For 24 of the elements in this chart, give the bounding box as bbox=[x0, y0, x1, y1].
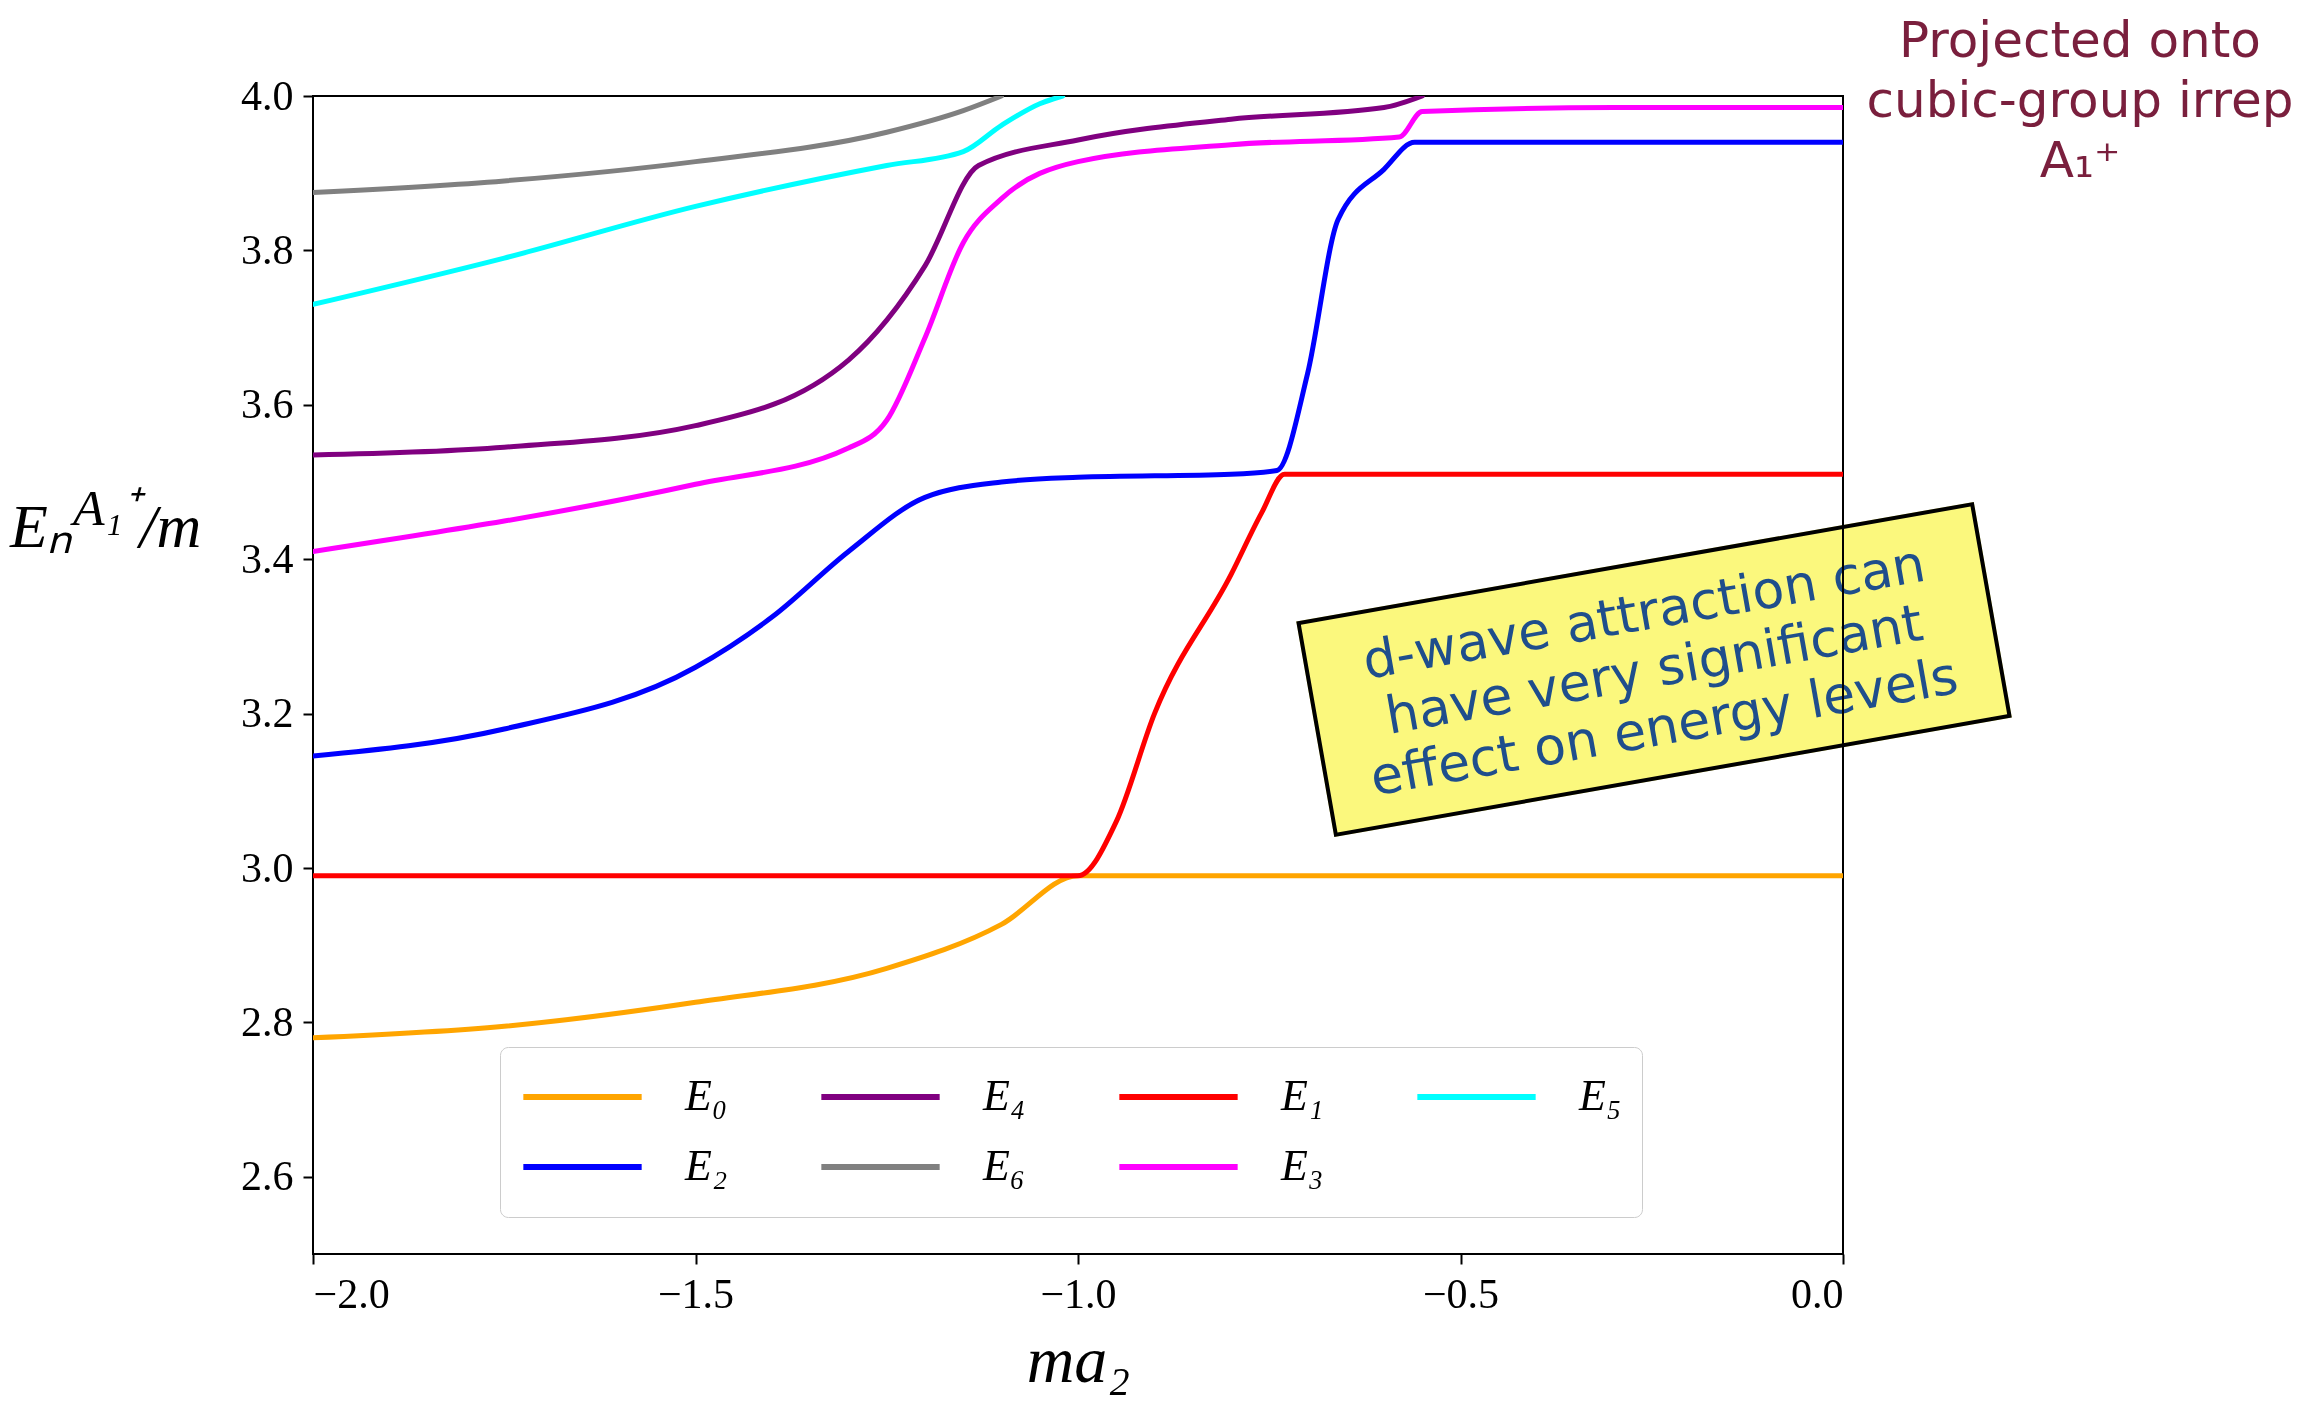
annotation: d-wave attraction can have very significant effect on energy levels bbox=[1296, 501, 2012, 837]
x-tick-label: −1.5 bbox=[657, 1270, 735, 1317]
legend-label: E₀ bbox=[684, 1071, 728, 1120]
x-tick-label: −2.0 bbox=[313, 1270, 390, 1317]
legend-label: E₅ bbox=[1578, 1071, 1622, 1120]
legend-label: E₃ bbox=[1280, 1141, 1324, 1190]
x-tick-label: 0.0 bbox=[1791, 1270, 1844, 1317]
y-tick-label: 3.8 bbox=[241, 226, 294, 273]
legend-label: E₂ bbox=[684, 1141, 728, 1190]
y-tick-label: 2.8 bbox=[241, 998, 294, 1045]
x-axis-title: ma₂ bbox=[1026, 1322, 1131, 1396]
y-tick-label: 3.2 bbox=[241, 690, 294, 737]
y-tick-label: 4.0 bbox=[241, 72, 294, 119]
y-axis-title: Eₙ$^{A₁⁺}$/m bbox=[10, 478, 202, 562]
legend-label: E₄ bbox=[982, 1071, 1026, 1120]
legend-label: E₆ bbox=[982, 1141, 1026, 1190]
y-tick-label: 2.6 bbox=[241, 1153, 294, 1200]
y-tick-label: 3.6 bbox=[241, 381, 294, 428]
y-tick-label: 3.0 bbox=[241, 844, 294, 891]
x-tick-label: −0.5 bbox=[1422, 1270, 1500, 1317]
text: Projected onto cubic-group irrep A₁⁺ bbox=[1865, 10, 2295, 190]
y-tick-label: 3.4 bbox=[241, 535, 294, 582]
legend-label: E₁ bbox=[1280, 1071, 1324, 1120]
x-tick-label: −1.0 bbox=[1040, 1270, 1117, 1317]
